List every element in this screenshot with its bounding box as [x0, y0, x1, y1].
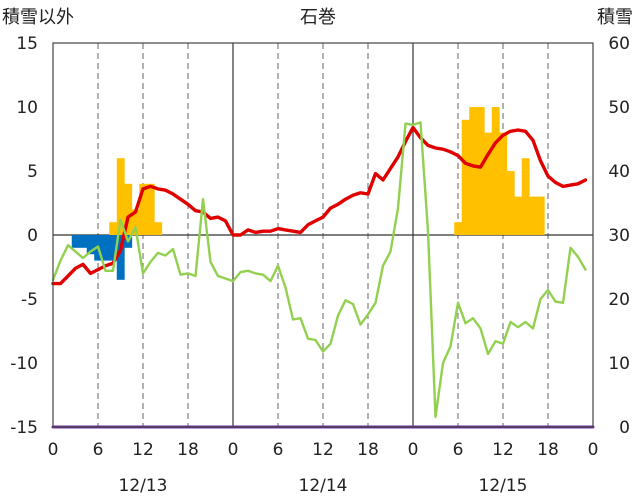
snow-bars	[71, 107, 545, 280]
left-tick-label: -10	[10, 354, 38, 374]
snow-bar	[154, 222, 163, 235]
right-tick-label: 20	[608, 290, 630, 310]
hour-tick-label: 18	[177, 440, 199, 460]
snow-bar	[529, 196, 538, 235]
snow-bar	[461, 119, 470, 235]
snow-bar	[116, 235, 125, 280]
plot-border	[52, 42, 594, 428]
day-label: 12/14	[299, 476, 348, 496]
left-tick-label: 5	[27, 162, 38, 182]
snow-bar	[491, 107, 500, 235]
right-tick-label: 0	[619, 418, 630, 438]
day-label: 12/15	[479, 476, 528, 496]
series-line	[51, 125, 588, 286]
hour-tick-label: 12	[132, 440, 154, 460]
left-tick-label: 15	[16, 34, 38, 54]
snow-bar	[101, 235, 110, 261]
snow-bar	[124, 183, 133, 235]
hour-tick-label: 6	[273, 440, 284, 460]
snow-bar	[109, 222, 118, 235]
right-tick-label: 40	[608, 162, 630, 182]
chart-title: 石巻	[300, 7, 336, 28]
hour-tick-label: 18	[357, 440, 379, 460]
snow-bar	[116, 158, 125, 235]
snow-bar	[476, 107, 485, 235]
plot-frame	[52, 42, 594, 428]
hour-tick-label: 0	[588, 440, 599, 460]
series-line	[51, 121, 587, 418]
right-tick-label: 30	[608, 226, 630, 246]
snow-bar	[139, 183, 148, 235]
hour-tick-label: 6	[453, 440, 464, 460]
hour-tick-label: 6	[93, 440, 104, 460]
snow-bar	[499, 132, 508, 235]
hour-tick-label: 0	[48, 440, 59, 460]
right-axis-label: 積雪	[597, 7, 633, 28]
snow-bar	[514, 196, 523, 235]
hour-tick-label: 12	[312, 440, 334, 460]
snow-bar	[86, 235, 95, 255]
snow-bar	[536, 196, 545, 235]
snow-bar	[506, 171, 515, 235]
left-axis-label: 積雪以外	[2, 7, 74, 28]
left-tick-label: -5	[21, 290, 38, 310]
snow-bar	[454, 222, 463, 235]
left-tick-label: 10	[16, 98, 38, 118]
right-tick-label: 60	[608, 34, 630, 54]
right-tick-label: 50	[608, 98, 630, 118]
snow-bar	[484, 132, 493, 235]
hour-tick-label: 0	[408, 440, 419, 460]
day-label: 12/13	[119, 476, 168, 496]
snow-bar	[146, 183, 155, 235]
left-tick-label: -15	[10, 418, 38, 438]
snow-bar	[521, 158, 530, 235]
snow-bar	[79, 235, 88, 248]
hour-tick-label: 18	[537, 440, 559, 460]
hour-tick-label: 12	[492, 440, 514, 460]
snow-bar	[469, 107, 478, 235]
left-tick-label: 0	[27, 226, 38, 246]
snow-bar	[131, 209, 140, 235]
snow-bar	[109, 235, 118, 261]
hour-tick-label: 0	[228, 440, 239, 460]
right-tick-label: 10	[608, 354, 630, 374]
snow-bar	[71, 235, 80, 248]
